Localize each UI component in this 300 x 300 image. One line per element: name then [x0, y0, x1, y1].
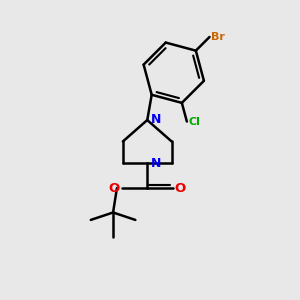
- Text: Cl: Cl: [189, 116, 200, 127]
- Text: O: O: [175, 182, 186, 195]
- Text: N: N: [151, 157, 161, 170]
- Text: O: O: [109, 182, 120, 195]
- Text: N: N: [151, 113, 161, 126]
- Text: Br: Br: [211, 32, 225, 42]
